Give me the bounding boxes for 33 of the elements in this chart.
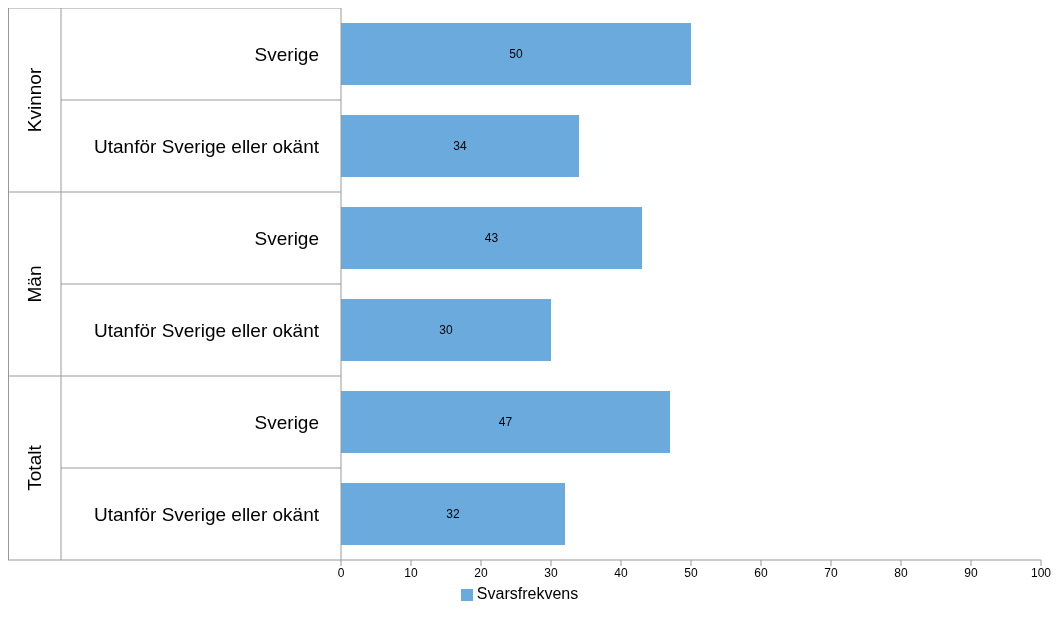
data-label: 47 xyxy=(498,415,513,430)
y-tick-label: Sverige xyxy=(254,411,319,433)
bar xyxy=(341,115,579,177)
y-tick-label: Utanför Sverige eller okänt xyxy=(94,503,320,525)
x-tick-label: 100 xyxy=(1030,565,1052,580)
y-tick-label: Utanför Sverige eller okänt xyxy=(94,135,320,157)
text: Kvinnor xyxy=(23,67,45,133)
x-tick-label: 60 xyxy=(754,565,768,580)
bar xyxy=(341,391,670,453)
data-label: 30 xyxy=(439,323,453,338)
x-tick-label: 80 xyxy=(894,565,908,580)
y-tick-label: Sverige xyxy=(254,43,319,65)
x-tick-label: 20 xyxy=(474,565,488,580)
text: Totalt xyxy=(23,444,45,491)
x-tick-label: 50 xyxy=(684,565,698,580)
data-label: 50 xyxy=(509,47,523,62)
data-label: 43 xyxy=(484,231,499,246)
x-tick-label: 90 xyxy=(964,565,978,580)
data-label: 34 xyxy=(453,139,467,154)
y-tick-label: Sverige xyxy=(254,227,319,249)
x-tick-label: 30 xyxy=(544,565,558,580)
text: Män xyxy=(23,265,45,303)
bar xyxy=(341,23,691,85)
x-tick-label: 40 xyxy=(614,565,628,580)
bar xyxy=(341,207,642,269)
legend-label: Svarsfrekvens xyxy=(476,585,579,602)
data-label: 32 xyxy=(446,507,460,522)
y-tick-label: Utanför Sverige eller okänt xyxy=(94,319,320,341)
x-tick-label: 0 xyxy=(337,565,345,580)
x-tick-label: 10 xyxy=(404,565,418,580)
bar xyxy=(341,299,551,361)
bar xyxy=(341,483,565,545)
x-tick-label: 70 xyxy=(824,565,838,580)
